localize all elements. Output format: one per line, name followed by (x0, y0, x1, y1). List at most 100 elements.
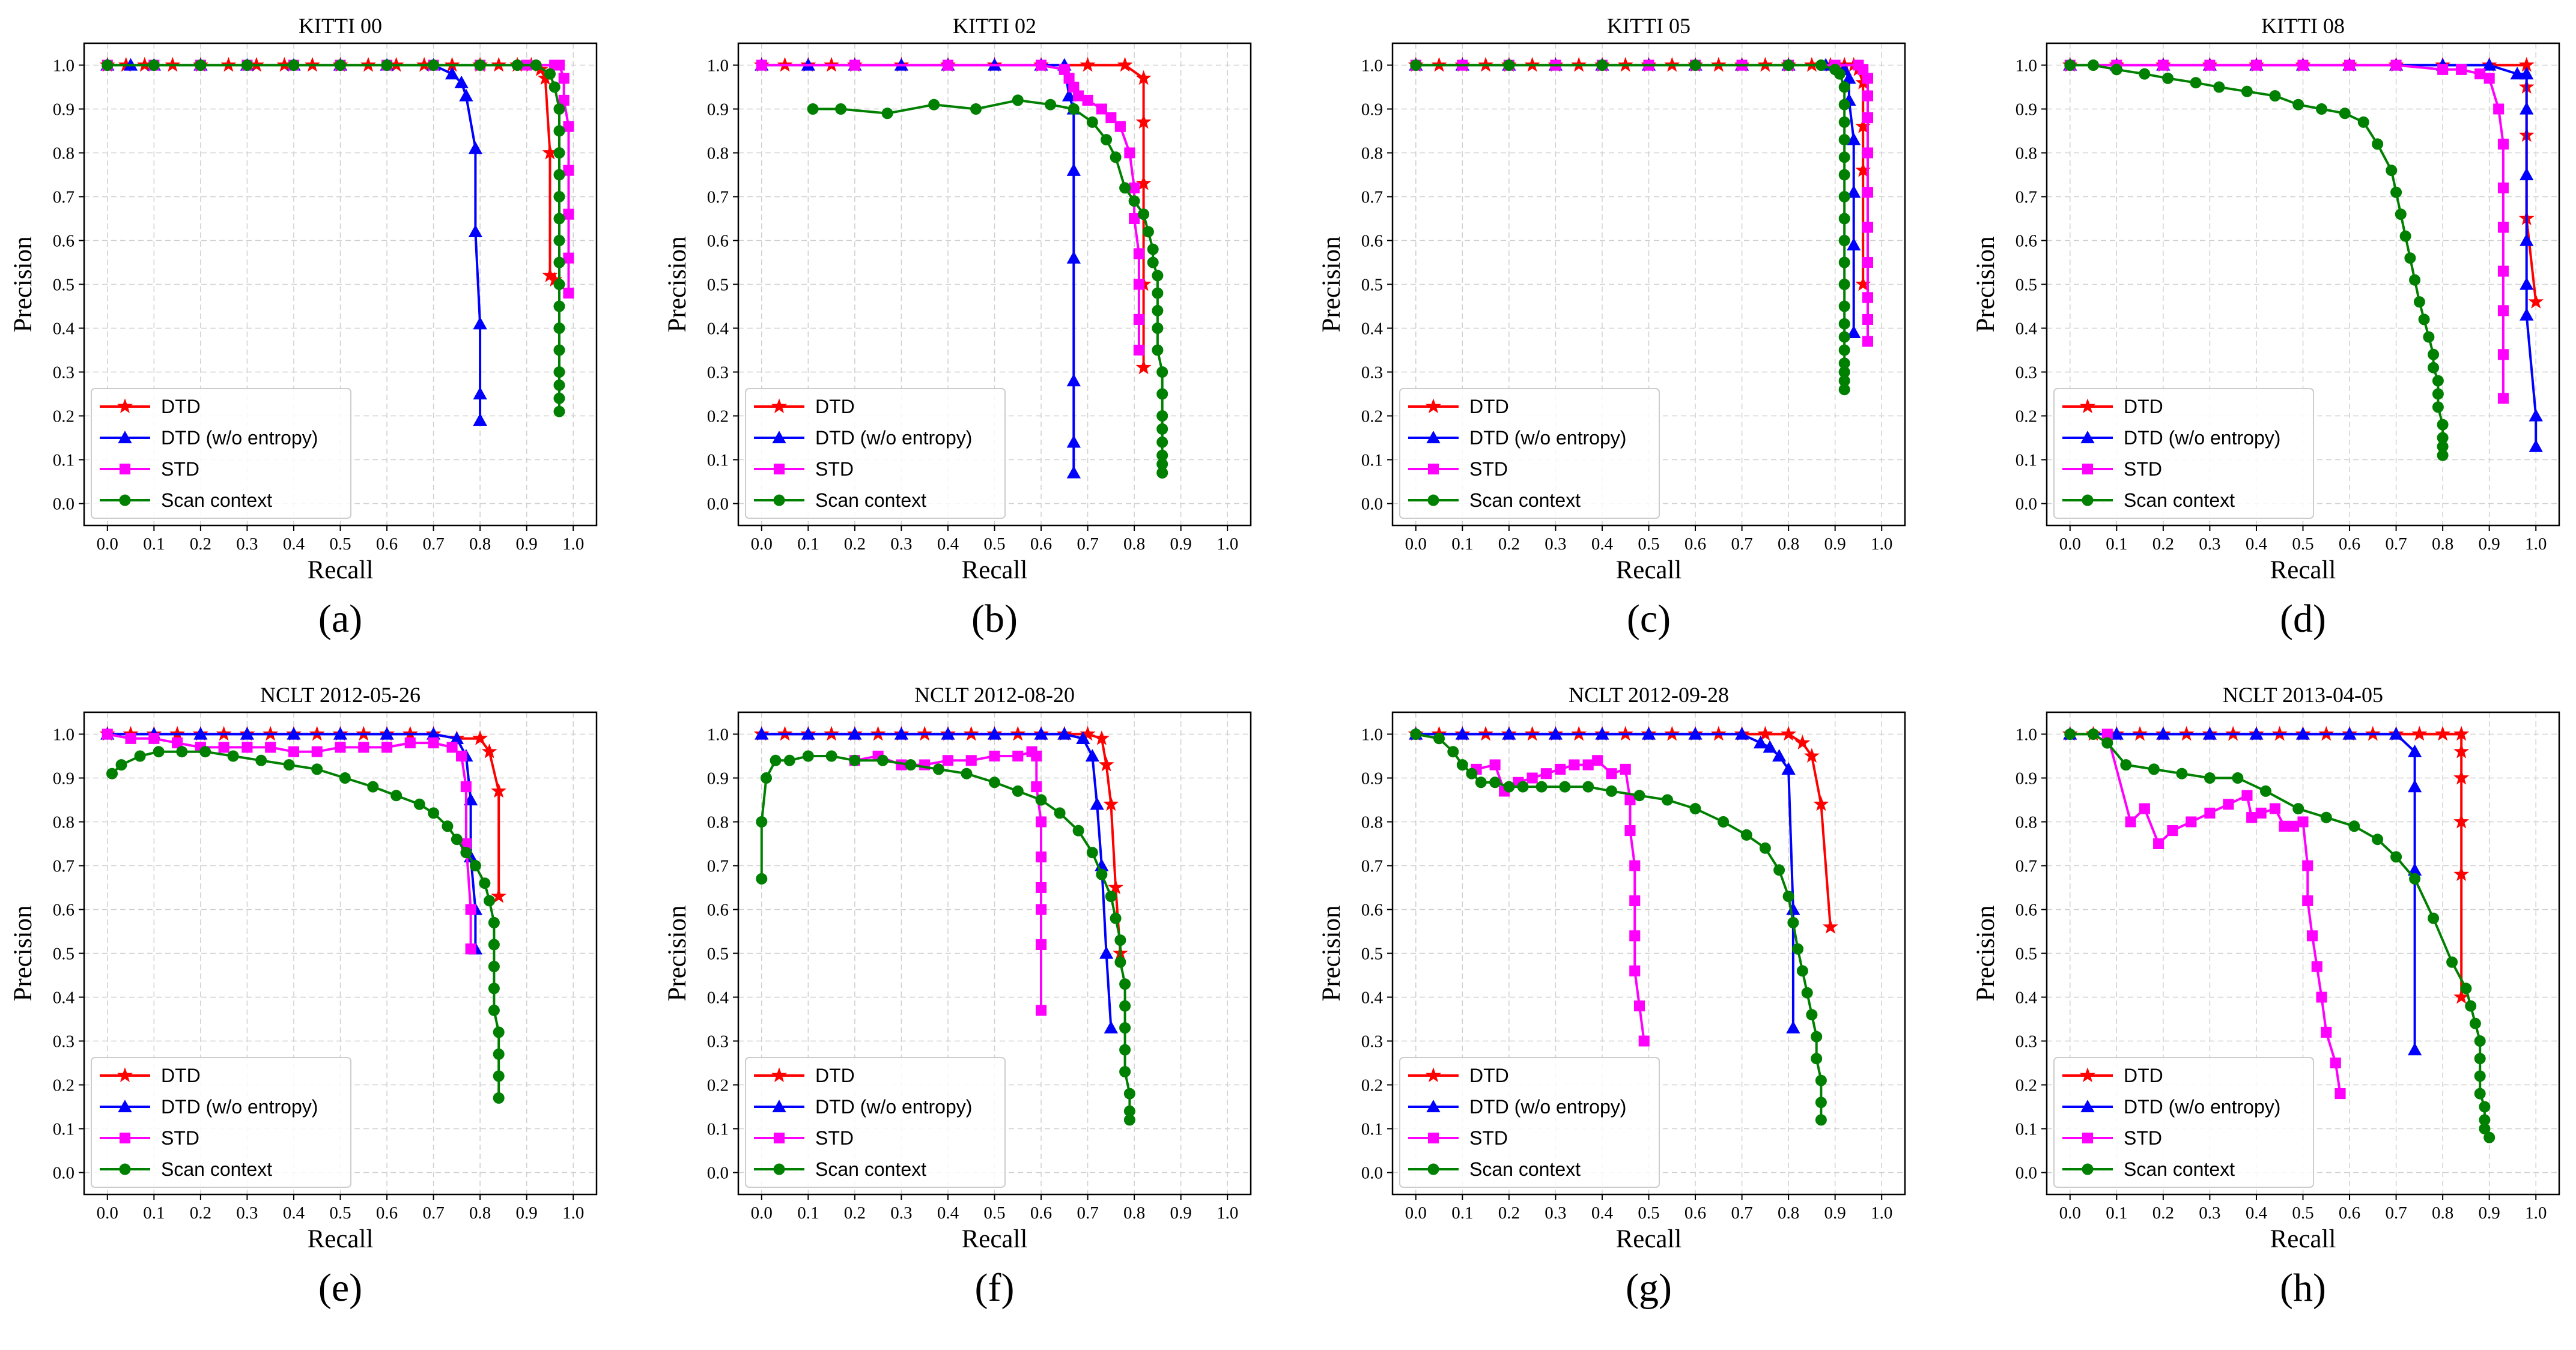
data-point (472, 730, 488, 745)
data-point (2529, 408, 2543, 422)
data-point (1792, 943, 1804, 955)
y-tick-label: 0.2 (2016, 1076, 2037, 1095)
data-point (2520, 307, 2534, 321)
legend-marker (2079, 1067, 2096, 1082)
legend-marker (1427, 1163, 1439, 1175)
data-point (1759, 842, 1771, 854)
data-point (1138, 208, 1150, 220)
data-point (242, 742, 253, 753)
data-point (835, 103, 847, 115)
y-tick-label: 0.4 (707, 988, 729, 1008)
data-point (488, 939, 500, 951)
data-point (1786, 1020, 1800, 1034)
data-point (755, 727, 769, 740)
data-point (1772, 749, 1787, 762)
x-tick-label: 0.8 (2432, 1203, 2453, 1223)
data-point (1624, 794, 1636, 806)
legend-label: STD (1469, 458, 1508, 480)
data-point (1838, 331, 1850, 343)
data-point (1156, 410, 1168, 422)
data-point (2418, 313, 2430, 325)
legend-label: Scan context (1469, 489, 1581, 511)
data-point (2372, 834, 2384, 846)
y-axis-label: Precision (1972, 236, 2000, 332)
y-tick-label: 0.0 (2016, 1164, 2037, 1183)
panel-caption: (e) (318, 1266, 362, 1310)
legend-marker (2080, 1100, 2095, 1113)
data-point (2334, 1088, 2346, 1100)
data-point (115, 759, 127, 771)
data-point (1119, 1022, 1131, 1034)
x-tick-label: 0.0 (97, 534, 118, 554)
data-point (801, 727, 815, 740)
y-tick-label: 0.1 (2016, 451, 2037, 470)
series-scan-context (102, 59, 565, 417)
data-point (1096, 868, 1108, 880)
y-tick-label: 0.2 (707, 1076, 729, 1095)
data-point (1036, 904, 1047, 915)
y-tick-label: 0.1 (2016, 1120, 2037, 1139)
data-point (2483, 1131, 2496, 1143)
x-tick-label: 0.0 (751, 534, 773, 554)
legend-label: STD (815, 1127, 854, 1149)
data-point (1838, 81, 1850, 93)
series-std (756, 59, 1144, 356)
data-point (2101, 728, 2113, 740)
series-std (1471, 755, 1650, 1047)
legend-item: DTD (1408, 1065, 1509, 1086)
y-tick-label: 0.4 (53, 319, 75, 339)
data-point (2453, 725, 2470, 741)
data-point (2348, 820, 2360, 832)
data-point (2497, 349, 2509, 360)
legend-item: STD (100, 1127, 199, 1149)
data-point (2409, 274, 2421, 286)
y-tick-label: 0.6 (707, 901, 729, 920)
data-point (2407, 779, 2422, 793)
data-point (511, 59, 523, 71)
data-point (106, 767, 118, 779)
series-line (1415, 64, 1855, 333)
legend-marker (118, 1100, 132, 1113)
data-point (1548, 727, 1563, 740)
legend-marker (2082, 463, 2094, 475)
legend: DTD DTD (w/o entropy) STD Scan context (745, 388, 1006, 519)
data-point (941, 727, 955, 740)
x-tick-label: 0.3 (2199, 1203, 2220, 1223)
data-point (2460, 982, 2472, 994)
series-line (107, 733, 500, 897)
data-point (1555, 763, 1566, 775)
x-tick-label: 0.6 (1030, 534, 1052, 554)
data-point (2390, 59, 2402, 71)
data-point (484, 895, 496, 907)
x-tick-label: 0.8 (1123, 1203, 1145, 1223)
data-point (2482, 58, 2497, 71)
legend-marker (119, 494, 131, 506)
chart-title: KITTI 00 (299, 14, 382, 38)
y-tick-label: 0.7 (707, 188, 729, 207)
data-point (428, 807, 440, 819)
y-tick-label: 0.7 (53, 857, 74, 876)
y-tick-label: 0.4 (707, 319, 729, 339)
series-line (761, 64, 1145, 368)
data-point (479, 877, 491, 889)
panel-caption: (f) (975, 1266, 1015, 1310)
data-point (2446, 956, 2458, 968)
legend-item: DTD (w/o entropy) (754, 1096, 972, 1118)
legend-label: DTD (w/o entropy) (2124, 427, 2280, 449)
data-point (195, 59, 207, 71)
data-point (473, 413, 487, 426)
x-tick-label: 1.0 (1217, 1203, 1238, 1223)
data-point (1036, 851, 1047, 862)
legend-marker (118, 431, 132, 444)
data-point (1862, 90, 1874, 101)
data-point (1773, 864, 1785, 876)
legend-marker (772, 431, 786, 444)
data-point (1114, 956, 1126, 968)
x-tick-label: 0.2 (190, 1203, 211, 1223)
data-point (2453, 866, 2470, 882)
data-point (970, 103, 982, 115)
data-point (339, 772, 351, 784)
y-tick-label: 0.2 (1361, 407, 1383, 426)
x-tick-label: 0.5 (1638, 1203, 1659, 1223)
y-tick-label: 0.2 (53, 407, 74, 426)
